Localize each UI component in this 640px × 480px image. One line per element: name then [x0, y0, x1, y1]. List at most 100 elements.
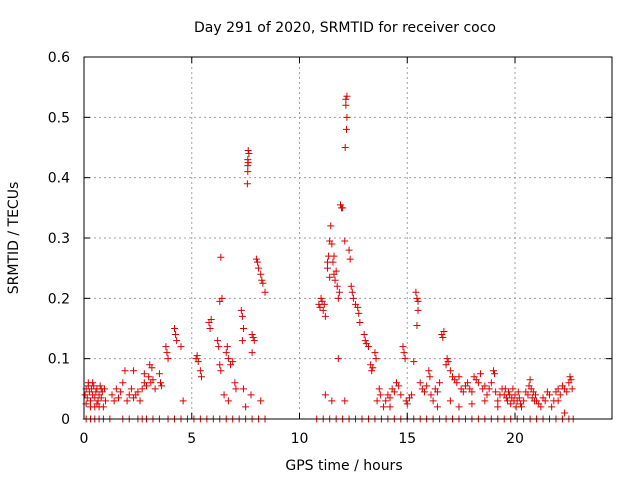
y-axis-label: SRMTID / TECUs	[6, 182, 22, 295]
data-point	[335, 288, 343, 296]
data-point	[140, 370, 148, 378]
data-point	[444, 358, 452, 366]
data-point	[561, 409, 569, 417]
data-point	[489, 367, 497, 375]
data-point	[349, 294, 357, 302]
data-point	[494, 403, 502, 411]
data-point	[492, 388, 500, 396]
data-point	[390, 388, 398, 396]
data-point	[257, 270, 265, 278]
data-point	[326, 273, 334, 281]
data-point	[566, 373, 574, 381]
data-point	[177, 343, 185, 351]
data-point	[331, 276, 339, 284]
data-point	[474, 379, 482, 387]
data-point	[110, 397, 118, 405]
data-point	[249, 334, 257, 342]
data-point	[413, 321, 421, 329]
data-point	[369, 364, 377, 372]
data-point	[121, 367, 129, 375]
data-point	[531, 391, 539, 399]
data-point	[102, 397, 110, 405]
data-point	[455, 403, 463, 411]
data-point	[330, 252, 338, 260]
grid-lines	[84, 57, 612, 419]
data-point	[426, 373, 434, 381]
data-point	[247, 391, 255, 399]
data-point	[364, 343, 372, 351]
data-point	[511, 391, 519, 399]
data-point	[354, 303, 362, 311]
data-point	[342, 101, 350, 109]
data-point	[148, 364, 156, 372]
data-point	[244, 147, 252, 155]
y-tick-label: 0.5	[48, 110, 70, 126]
data-point	[514, 388, 522, 396]
data-point	[487, 379, 495, 387]
data-point	[253, 258, 261, 266]
data-point	[114, 394, 122, 402]
data-point	[222, 349, 230, 357]
data-point	[355, 309, 363, 317]
data-point	[376, 391, 384, 399]
data-point	[485, 385, 493, 393]
data-point	[257, 397, 265, 405]
data-point	[520, 397, 528, 405]
data-point	[343, 113, 351, 121]
data-point	[368, 367, 376, 375]
data-point	[433, 388, 441, 396]
data-point	[429, 397, 437, 405]
data-point	[423, 382, 431, 390]
axis-ticks	[83, 56, 612, 420]
data-point	[215, 343, 223, 351]
data-point	[481, 382, 489, 390]
data-point	[568, 385, 576, 393]
data-point	[509, 385, 517, 393]
data-point	[401, 355, 409, 363]
data-point	[197, 373, 205, 381]
data-point	[216, 361, 224, 369]
data-point	[91, 394, 99, 402]
data-point	[258, 276, 266, 284]
data-point	[468, 388, 476, 396]
data-point	[123, 397, 131, 405]
data-point	[164, 355, 172, 363]
data-point	[239, 325, 247, 332]
data-point	[453, 379, 461, 387]
y-tick-label: 0.4	[48, 171, 70, 187]
data-point	[259, 279, 267, 287]
data-point	[342, 125, 350, 133]
data-point	[446, 397, 454, 405]
x-tick-labels: 0 5 10 15 20	[80, 431, 524, 447]
data-point	[239, 385, 247, 393]
data-point	[425, 367, 433, 375]
data-point	[526, 376, 534, 384]
data-point	[410, 358, 418, 366]
data-point	[223, 343, 231, 351]
data-point	[546, 391, 554, 399]
data-point	[360, 331, 368, 339]
data-point	[244, 159, 252, 167]
data-point	[413, 294, 421, 302]
data-point	[217, 253, 225, 261]
data-point	[446, 367, 454, 375]
data-point	[386, 394, 394, 402]
data-point	[541, 397, 549, 405]
data-point	[332, 267, 340, 275]
data-point	[399, 343, 407, 351]
data-point	[207, 315, 215, 323]
data-point	[517, 403, 525, 411]
data-point	[320, 300, 328, 308]
data-point	[395, 382, 403, 390]
data-point	[231, 379, 239, 387]
data-point	[342, 95, 350, 103]
data-point	[505, 388, 513, 396]
data-point	[328, 240, 336, 248]
data-point	[171, 325, 179, 332]
data-point	[483, 391, 491, 399]
data-point	[172, 331, 180, 339]
plot-frame	[83, 56, 613, 420]
data-point	[373, 397, 381, 405]
data-point	[515, 394, 523, 402]
data-point	[218, 294, 226, 302]
